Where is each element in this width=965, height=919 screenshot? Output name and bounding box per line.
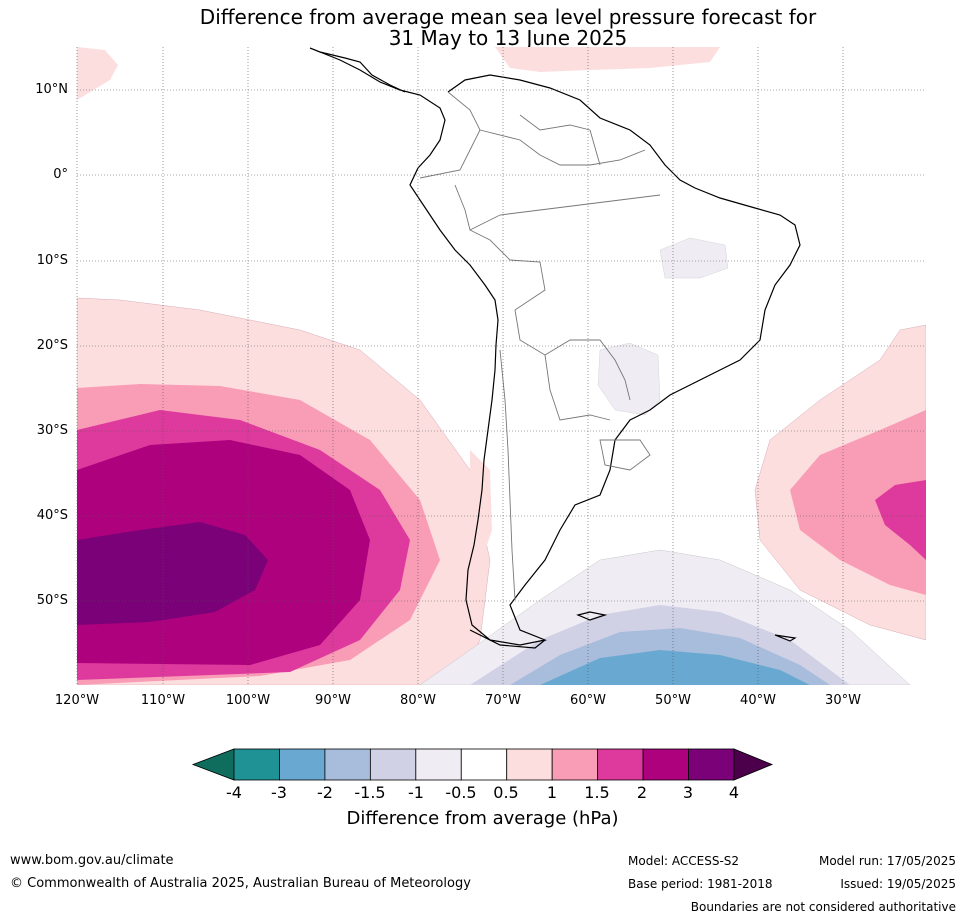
lon-label-50w: 50°W [655, 693, 691, 708]
falklands [576, 611, 608, 621]
colorbar-swatch-min [191, 748, 235, 781]
borders-layer [419, 91, 661, 601]
gridlines [76, 47, 926, 685]
central-america-coastline [309, 47, 406, 93]
colorbar-swatch [415, 748, 462, 781]
lat-label-10s: 10°S [36, 253, 68, 268]
lat-label-20s: 20°S [36, 338, 68, 353]
lon-label-100w: 100°W [225, 693, 271, 708]
anomaly-region-north-light-left [77, 47, 118, 100]
anomaly-region-pacific-3 [77, 522, 268, 625]
lon-label-80w: 80°W [400, 693, 436, 708]
lon-label-110w: 110°W [140, 693, 186, 708]
anomaly-region-south-neg-2 [540, 650, 810, 685]
colorbar-swatches [191, 748, 774, 781]
colorbar-swatch [597, 748, 644, 781]
footer-model: Model: ACCESS-S2 [628, 854, 740, 868]
colorbar-swatch [642, 748, 689, 781]
anomaly-fill-layer [77, 47, 926, 685]
footer-base-period: Base period: 1981-2018 [628, 877, 773, 891]
colorbar-tick: 4 [728, 783, 740, 802]
footer-url[interactable]: www.bom.gov.au/climate [10, 853, 174, 868]
lon-label-90w: 90°W [315, 693, 351, 708]
colorbar-swatch [506, 748, 553, 781]
colorbar-tick: -0.5 [445, 783, 477, 802]
footer-disclaimer: Boundaries are not considered authoritat… [690, 900, 956, 914]
colorbar-swatch [688, 748, 735, 781]
south-georgia [774, 634, 797, 642]
colorbar-tick: 1.5 [584, 783, 610, 802]
colorbar-swatch [279, 748, 326, 781]
footer-model-run: Model run: 17/05/2025 [818, 854, 956, 868]
anomaly-region-north-light-top [495, 47, 720, 72]
footer-issued: Issued: 19/05/2025 [840, 877, 956, 891]
colorbar-tick: 0.5 [493, 783, 519, 802]
colorbar-swatch [324, 748, 371, 781]
lon-label-70w: 70°W [485, 693, 521, 708]
colorbar-tick: -3 [271, 783, 287, 802]
anomaly-region-brazil-neg [659, 237, 729, 279]
lon-label-120w: 120°W [54, 693, 100, 708]
colorbar-tick: -2 [317, 783, 333, 802]
colorbar-tick: 2 [636, 783, 648, 802]
lon-label-30w: 30°W [825, 693, 861, 708]
colorbar-tick: 1 [546, 783, 558, 802]
colorbar-tick: -1.5 [354, 783, 386, 802]
colorbar-swatch-max [733, 748, 774, 781]
lat-label-0: 0° [53, 167, 68, 182]
chart-title-line1: Difference from average mean sea level p… [199, 5, 817, 29]
colorbar-label: Difference from average (hPa) [346, 808, 619, 829]
colorbar-tick: 3 [682, 783, 694, 802]
lon-label-40w: 40°W [740, 693, 776, 708]
colorbar-swatch [369, 748, 417, 781]
footer-copyright: © Commonwealth of Australia 2025, Austra… [10, 876, 471, 891]
anomaly-region-atlantic-1 [790, 410, 926, 595]
colorbar-swatch [233, 748, 280, 781]
lat-label-50s: 50°S [36, 593, 68, 608]
coastline-layer [309, 47, 801, 649]
colorbar-swatch [551, 748, 599, 781]
lat-label-30s: 30°S [36, 423, 68, 438]
lat-label-40s: 40°S [36, 508, 68, 523]
lat-label-10n: 10°N [35, 82, 68, 97]
anomaly-region-atlantic-15 [875, 480, 926, 560]
colorbar-swatch [460, 748, 508, 781]
south-america-coastline [309, 47, 801, 646]
colorbar-tick: -4 [226, 783, 242, 802]
colorbar-tick: -1 [408, 783, 424, 802]
lon-label-60w: 60°W [570, 693, 606, 708]
tierra-del-fuego [469, 629, 546, 649]
chart-title-line2: 31 May to 13 June 2025 [388, 26, 628, 50]
